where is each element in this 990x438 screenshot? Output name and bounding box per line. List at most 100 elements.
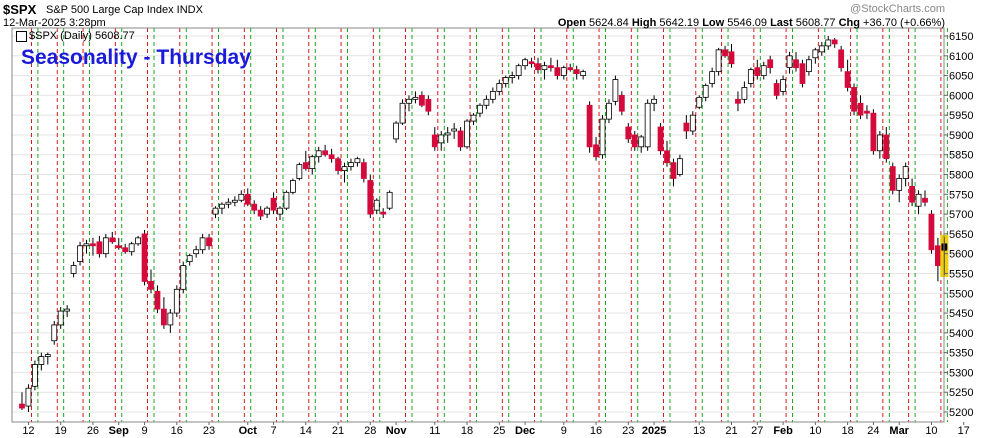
symbol-description: S&P 500 Large Cap Index INDX <box>46 4 203 16</box>
low-value: 5546.09 <box>727 17 768 29</box>
y-tick-label: 5450 <box>949 308 973 320</box>
x-tick-label: 18 <box>841 425 853 437</box>
candle-up <box>289 180 296 193</box>
candle-up <box>393 122 400 140</box>
y-tick-label: 5400 <box>949 328 973 340</box>
candle-down <box>670 162 677 179</box>
candle-up <box>167 312 174 326</box>
candle-up <box>135 237 142 245</box>
grid-layer <box>12 35 944 413</box>
open-value: 5624.84 <box>589 17 629 29</box>
candle-up <box>386 191 393 209</box>
candle-down <box>360 162 367 179</box>
x-tick-label: 16 <box>171 425 183 437</box>
x-tick-label: 19 <box>55 425 67 437</box>
candle-up <box>444 132 451 136</box>
y-tick-label: 5300 <box>949 367 973 379</box>
candle-up <box>696 96 703 108</box>
candle-up <box>806 59 812 73</box>
watermark: @StockCharts.com <box>850 3 945 15</box>
high-value: 5642.19 <box>659 17 700 29</box>
candle-up <box>264 207 271 215</box>
candle-down <box>206 237 212 247</box>
y-tick-label: 6100 <box>949 51 973 63</box>
candle-up <box>747 69 754 84</box>
x-tick-label: 21 <box>332 425 344 437</box>
candle-up <box>57 310 64 326</box>
candle-up <box>180 265 187 290</box>
x-tick-label: 26 <box>87 425 99 437</box>
x-axis: 12 19 26 Sep 9 16 23 Oct 7 14 21 28 Nov 11 18 25 Dec 9 16 2… <box>22 422 970 437</box>
candle-up <box>606 102 612 120</box>
candle-up <box>825 39 832 47</box>
candle-up <box>677 158 683 175</box>
candle-up <box>902 166 909 179</box>
open-label: Open <box>557 17 586 29</box>
candles-layer <box>19 36 949 412</box>
weekday-marker-lines <box>31 28 948 422</box>
candle-down <box>90 243 96 247</box>
candle-up <box>315 150 322 158</box>
x-tick-label: Dec <box>515 425 535 437</box>
candle-down <box>109 237 116 243</box>
candle-up <box>25 387 32 407</box>
candle-down <box>838 49 845 69</box>
candle-up <box>238 193 245 201</box>
candle-down <box>909 185 915 203</box>
y-tick-label: 5900 <box>949 130 973 142</box>
candle-up <box>496 83 503 92</box>
candle-up <box>599 118 606 156</box>
candle-down <box>335 158 341 171</box>
candle-up <box>515 65 522 76</box>
plot-frame <box>11 27 945 423</box>
candle-down <box>773 83 780 96</box>
candle-up <box>173 288 180 314</box>
candle-up <box>44 354 51 357</box>
x-tick-label: Oct <box>239 425 258 437</box>
last-label: Last <box>770 17 793 29</box>
candle-down <box>302 162 309 169</box>
y-tick-label: 5200 <box>949 407 973 419</box>
x-tick-label: 9 <box>561 425 567 437</box>
candle-down <box>864 110 870 114</box>
ohlc-readout: Open 5624.84 High 5642.19 Low 5546.09 La… <box>558 17 945 29</box>
candle-down <box>657 126 664 152</box>
candle-up <box>199 237 206 251</box>
x-tick-label: 13 <box>693 425 705 437</box>
x-tick-label: Sep <box>109 425 129 437</box>
x-tick-label: 27 <box>751 425 763 437</box>
x-tick-label: 12 <box>22 425 34 437</box>
candle-up <box>638 136 645 148</box>
candle-up <box>38 356 45 365</box>
candle-up <box>477 104 483 114</box>
y-tick-label: 5500 <box>949 288 973 300</box>
candle-down <box>148 280 154 290</box>
candle-down <box>922 197 928 203</box>
candle-down <box>631 134 638 148</box>
candle-up <box>651 98 657 104</box>
candle-down <box>735 98 741 104</box>
candle-down <box>418 94 425 106</box>
y-tick-label: 5650 <box>949 229 973 241</box>
high-label: High <box>631 17 657 29</box>
candle-up <box>83 243 90 247</box>
candle-down <box>141 233 148 282</box>
candle-down <box>244 193 251 205</box>
candle-down <box>251 203 258 211</box>
candle-down <box>380 211 387 215</box>
candle-up <box>212 207 219 215</box>
candle-up <box>483 98 490 106</box>
candle-up <box>412 96 419 100</box>
low-label: Low <box>702 17 725 29</box>
candle-up <box>296 164 303 179</box>
x-tick-label: 7 <box>270 425 276 437</box>
candle-up <box>509 75 516 78</box>
candle-up <box>896 178 903 191</box>
candle-down <box>19 403 25 409</box>
candle-down <box>870 112 877 152</box>
candle-down <box>883 134 890 160</box>
y-tick-label: 5250 <box>949 387 973 399</box>
candle-up <box>464 120 470 148</box>
y-tick-label: 5350 <box>949 348 973 360</box>
